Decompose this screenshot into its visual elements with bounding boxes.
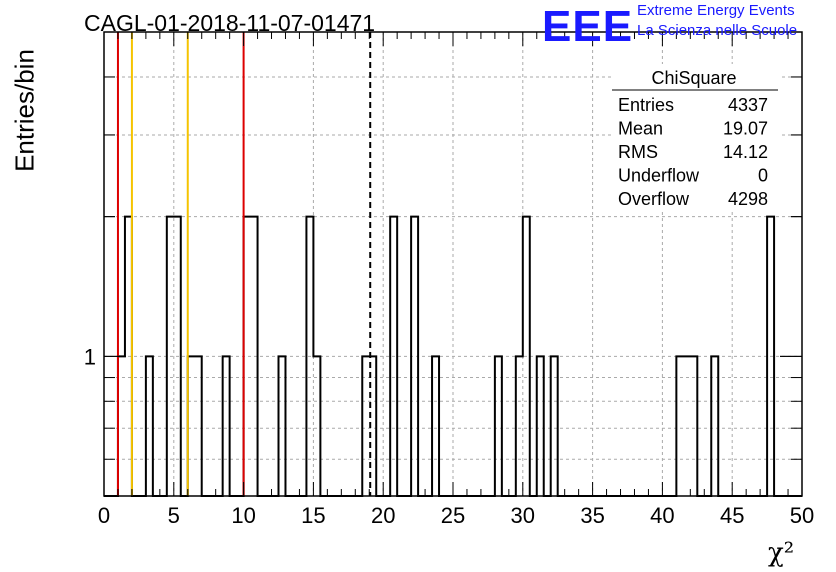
x-tick-label: 45	[720, 503, 744, 528]
chart-title: CAGL-01-2018-11-07-01471	[84, 10, 376, 36]
logo-line-1: Extreme Energy Events	[637, 2, 795, 19]
stats-box-bg	[612, 64, 780, 212]
stats-value: 14.12	[723, 142, 768, 162]
marker-lines	[116, 32, 372, 496]
stats-label: Entries	[618, 95, 674, 115]
stats-label: Overflow	[618, 189, 690, 209]
stats-value: 0	[758, 166, 768, 186]
logo-line-2: La Scienza nelle Scuole	[637, 22, 798, 39]
x-tick-label: 10	[231, 503, 255, 528]
y-tick-label: 1	[84, 344, 96, 369]
stats-label: RMS	[618, 142, 658, 162]
x-tick-label: 5	[168, 503, 180, 528]
x-tick-label: 20	[371, 503, 395, 528]
eee-logo: EEE	[542, 2, 634, 51]
stats-box: ChiSquare Entries 4337 Mean 19.07 RMS 14.12 Und…	[612, 64, 780, 212]
x-tick-label: 35	[580, 503, 604, 528]
stats-value: 19.07	[723, 119, 768, 139]
x-tick-label: 15	[301, 503, 325, 528]
x-tick-label: 40	[650, 503, 674, 528]
axis-ticks	[103, 31, 803, 497]
x-tick-label: 30	[511, 503, 535, 528]
y-axis-label: Entries/bin	[9, 49, 40, 172]
stats-label: Underflow	[618, 166, 700, 186]
x-tick-labels: 0 5 10 15 20 25 30 35 40 45 50	[98, 503, 814, 528]
stats-label: Mean	[618, 119, 663, 139]
stats-value: 4337	[728, 95, 768, 115]
x-tick-label: 0	[98, 503, 110, 528]
x-axis-label: χ²	[768, 538, 795, 568]
y-tick-labels: 1	[84, 344, 96, 369]
x-tick-label: 50	[790, 503, 814, 528]
stats-value: 4298	[728, 189, 768, 209]
stats-name: ChiSquare	[651, 68, 736, 88]
x-tick-label: 25	[441, 503, 465, 528]
grid-lines	[104, 32, 802, 496]
